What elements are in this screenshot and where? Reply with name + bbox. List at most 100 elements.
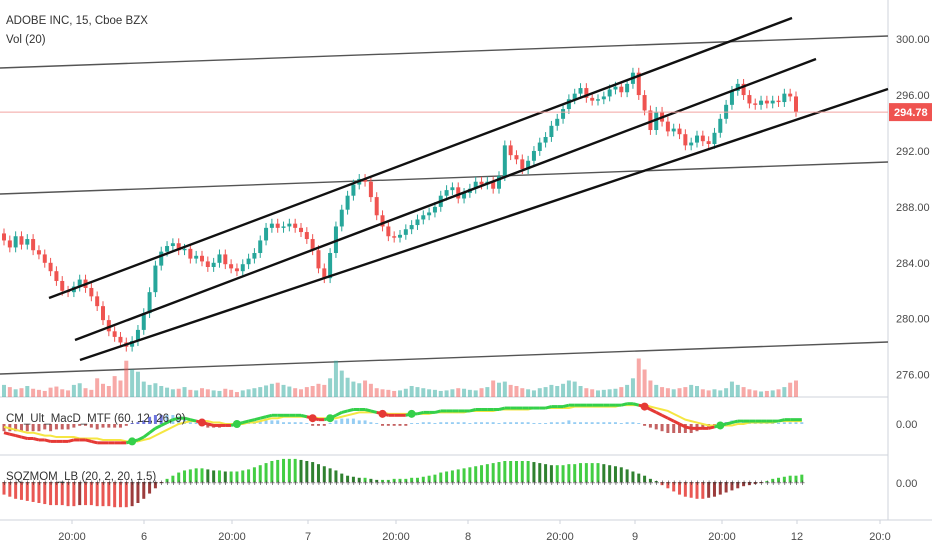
candle[interactable] xyxy=(316,250,321,269)
price-axis[interactable]: 300.00 296.00 292.00 288.00 284.00 280.00 276.… xyxy=(889,34,932,382)
candle[interactable] xyxy=(747,95,752,104)
candle[interactable] xyxy=(770,100,775,104)
candle[interactable] xyxy=(502,145,507,177)
candle[interactable] xyxy=(759,100,764,105)
candle[interactable] xyxy=(462,192,467,199)
candle[interactable] xyxy=(665,121,670,132)
candle[interactable] xyxy=(19,236,24,245)
candle[interactable] xyxy=(345,195,350,210)
candle[interactable] xyxy=(264,227,269,241)
candle[interactable] xyxy=(683,134,688,146)
candle[interactable] xyxy=(403,229,408,235)
macd-cross-dot[interactable] xyxy=(308,414,317,423)
candle[interactable] xyxy=(223,254,228,265)
candle[interactable] xyxy=(695,135,699,143)
candle[interactable] xyxy=(281,226,286,228)
candle[interactable] xyxy=(398,234,402,238)
candle[interactable] xyxy=(782,93,787,103)
candle[interactable] xyxy=(607,89,612,97)
candle[interactable] xyxy=(240,264,245,272)
candle[interactable] xyxy=(526,160,531,170)
candle[interactable] xyxy=(625,83,630,93)
trendline[interactable] xyxy=(74,57,817,342)
candle[interactable] xyxy=(304,232,309,240)
candle[interactable] xyxy=(549,125,554,137)
candle[interactable] xyxy=(613,86,618,90)
candle[interactable] xyxy=(165,246,170,252)
candle[interactable] xyxy=(60,280,65,291)
macd-pane[interactable] xyxy=(2,402,804,446)
candle[interactable] xyxy=(794,96,798,112)
candle[interactable] xyxy=(275,223,280,228)
candle[interactable] xyxy=(182,248,187,251)
candle[interactable] xyxy=(194,255,199,259)
candle[interactable] xyxy=(776,100,781,103)
candle[interactable] xyxy=(229,264,234,269)
candle[interactable] xyxy=(112,331,117,337)
candle[interactable] xyxy=(508,145,513,156)
channel-line[interactable] xyxy=(0,341,889,375)
candle[interactable] xyxy=(753,103,758,105)
candle[interactable] xyxy=(106,320,111,332)
candle[interactable] xyxy=(170,243,175,247)
macd-cross-dot[interactable] xyxy=(378,409,387,418)
macd-cross-dot[interactable] xyxy=(716,421,725,430)
candle[interactable] xyxy=(648,110,653,131)
candle[interactable] xyxy=(188,248,193,259)
candle[interactable] xyxy=(328,253,333,279)
channel-lines[interactable] xyxy=(0,35,889,375)
candle[interactable] xyxy=(374,197,379,216)
candle[interactable] xyxy=(310,239,315,251)
candle[interactable] xyxy=(671,128,676,132)
candle[interactable] xyxy=(293,223,298,228)
candle[interactable] xyxy=(788,93,793,97)
candle[interactable] xyxy=(601,96,606,100)
candle[interactable] xyxy=(2,233,6,241)
trendline[interactable] xyxy=(79,87,889,362)
candle[interactable] xyxy=(217,254,222,263)
candle[interactable] xyxy=(147,292,152,314)
candle[interactable] xyxy=(351,184,356,196)
candle[interactable] xyxy=(322,268,327,279)
candle[interactable] xyxy=(700,135,705,142)
candle[interactable] xyxy=(205,261,210,267)
candle[interactable] xyxy=(543,136,548,143)
candle[interactable] xyxy=(596,99,600,101)
candle[interactable] xyxy=(339,209,344,227)
candle[interactable] xyxy=(13,236,18,248)
candle[interactable] xyxy=(450,187,455,191)
candle[interactable] xyxy=(368,181,373,198)
candle[interactable] xyxy=(497,176,501,189)
channel-line[interactable] xyxy=(0,35,889,69)
candle[interactable] xyxy=(258,240,263,254)
candle[interactable] xyxy=(520,159,525,170)
candle[interactable] xyxy=(333,226,338,254)
candle[interactable] xyxy=(252,253,257,259)
candle[interactable] xyxy=(299,227,303,233)
candle[interactable] xyxy=(473,181,478,189)
candle[interactable] xyxy=(200,255,204,262)
candle[interactable] xyxy=(584,88,589,98)
candle[interactable] xyxy=(234,268,239,272)
candle[interactable] xyxy=(159,251,164,266)
squeeze-momentum-pane[interactable]: + + + + + + + + + + + + + + + + + + + + + + + + + + + + + + + + + + + + + + + +… xyxy=(2,458,806,508)
candle[interactable] xyxy=(677,128,682,135)
candle[interactable] xyxy=(706,141,711,144)
candle[interactable] xyxy=(135,329,140,342)
candle[interactable] xyxy=(718,118,723,133)
macd-cross-dot[interactable] xyxy=(232,420,241,428)
candle[interactable] xyxy=(432,206,437,213)
candle[interactable] xyxy=(42,254,47,263)
candle[interactable] xyxy=(427,212,432,216)
time-axis[interactable]: 20:00 6 20:00 7 20:00 8 20:00 9 20:00 12 20:0 xyxy=(58,520,891,543)
candle[interactable] xyxy=(176,243,181,251)
candle[interactable] xyxy=(7,240,12,248)
channel-line[interactable] xyxy=(0,161,889,195)
candle[interactable] xyxy=(421,215,426,220)
candle[interactable] xyxy=(54,271,59,281)
candle[interactable] xyxy=(590,97,595,101)
macd-cross-dot[interactable] xyxy=(128,437,137,446)
candle[interactable] xyxy=(89,287,94,297)
candle[interactable] xyxy=(578,88,583,94)
